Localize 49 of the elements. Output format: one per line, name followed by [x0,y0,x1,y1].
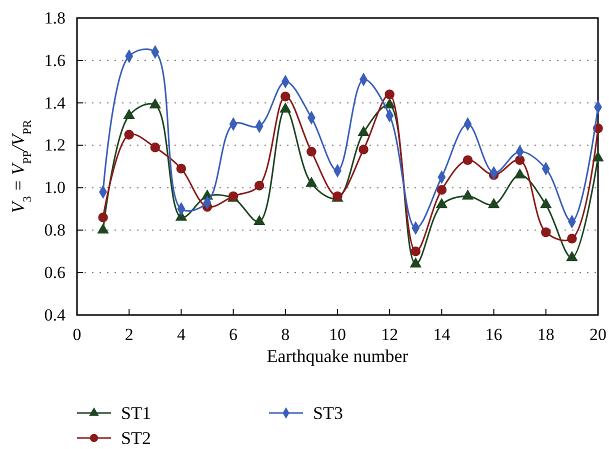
point [98,212,108,222]
y-tick-label: 1.2 [44,136,66,155]
x-tick-label: 10 [329,325,346,344]
point [410,246,421,256]
point [254,180,264,190]
y-tick-label: 1.8 [44,8,66,28]
x-tick-label: 6 [229,325,238,344]
point [124,130,134,140]
x-axis-title: Earthquake number [266,346,408,366]
x-tick-label: 2 [124,325,134,344]
y-tick-label: 1.4 [44,93,66,112]
y-tick-label: 0.6 [44,263,66,282]
x-tick-label: 8 [281,325,290,344]
point [384,89,394,100]
point [253,214,266,226]
point [566,250,578,262]
x-tick-label: 0 [72,325,82,344]
x-tick-label: 12 [381,325,398,344]
point [97,223,109,234]
y-tick-label: 0.8 [44,220,66,240]
point [541,227,551,238]
legend-label: ST2 [121,428,152,448]
point [280,92,290,102]
legend-label: ST3 [313,403,344,423]
point [514,168,526,178]
point [410,257,422,268]
point [436,184,447,195]
point [150,142,160,152]
point [514,155,525,166]
x-tick-label: 16 [485,325,502,344]
point [592,151,604,162]
point [567,234,577,244]
point [436,198,448,208]
y-tick-label: 1.6 [44,50,66,70]
y-tick-label: 1.0 [44,178,66,198]
y-tick-label: 0.4 [44,305,66,324]
point [462,155,473,166]
x-tick-label: 20 [590,325,606,344]
x-tick-label: 18 [537,325,554,344]
point [306,176,318,187]
legend-label: ST1 [121,403,152,423]
point [488,198,500,208]
x-tick-label: 14 [433,325,451,344]
x-tick-label: 4 [176,325,186,344]
point [540,198,552,208]
point [306,146,316,157]
point [176,164,186,174]
point [462,189,474,200]
point [358,144,368,154]
